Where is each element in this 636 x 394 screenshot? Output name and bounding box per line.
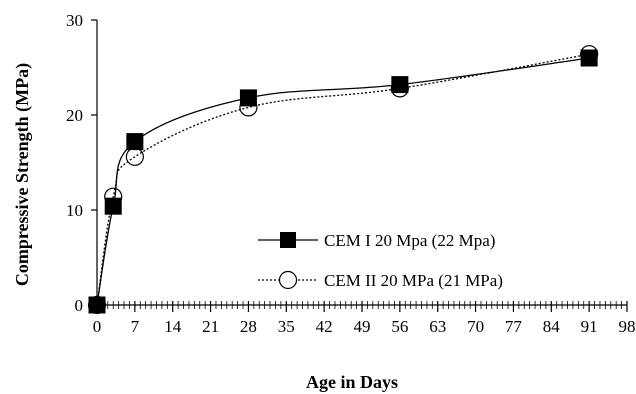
x-tick-label: 63 [429, 317, 446, 336]
data-point [580, 49, 598, 67]
x-tick-label: 77 [505, 317, 523, 336]
x-tick-label: 49 [354, 317, 371, 336]
data-point [391, 76, 409, 94]
x-tick-label: 98 [619, 317, 636, 336]
data-point [125, 147, 144, 166]
x-tick-label: 21 [202, 317, 219, 336]
y-axis-title: Compressive Strength (MPa) [12, 63, 33, 286]
legend-marker-cem-i [280, 232, 296, 248]
x-tick-label: 28 [240, 317, 257, 336]
x-tick-label: 84 [543, 317, 561, 336]
legend: CEM I 20 Mpa (22 Mpa) CEM II 20 MPa (21 … [258, 231, 503, 290]
y-tick-label: 20 [66, 106, 83, 125]
data-point [104, 197, 122, 215]
data-point [126, 133, 144, 151]
x-tick-label: 7 [131, 317, 140, 336]
series-cem-i [88, 49, 598, 314]
x-tick-label: 70 [467, 317, 484, 336]
x-tick-label: 35 [278, 317, 295, 336]
legend-marker-cem-ii [278, 270, 298, 290]
legend-label-cem-i: CEM I 20 Mpa (22 Mpa) [324, 231, 495, 250]
axes [96, 20, 627, 306]
x-tick-label: 0 [93, 317, 102, 336]
x-tick-label: 42 [316, 317, 333, 336]
data-point [88, 296, 106, 314]
y-tick-label: 30 [66, 11, 83, 30]
y-tick-label: 0 [75, 296, 84, 315]
tick-labels: 0 10 20 30 0 7 14 21 28 35 42 49 56 63 70 77 84 91 98 [66, 11, 636, 336]
y-tick-label: 10 [66, 201, 83, 220]
x-tick-label: 14 [164, 317, 182, 336]
series-layer [87, 45, 599, 315]
data-point [239, 89, 257, 107]
x-tick-label: 56 [391, 317, 408, 336]
legend-label-cem-ii: CEM II 20 MPa (21 MPa) [324, 271, 503, 290]
x-axis-title: Age in Days [306, 372, 398, 392]
series-line [96, 53, 590, 306]
ticks [91, 19, 628, 312]
x-tick-label: 91 [581, 317, 598, 336]
